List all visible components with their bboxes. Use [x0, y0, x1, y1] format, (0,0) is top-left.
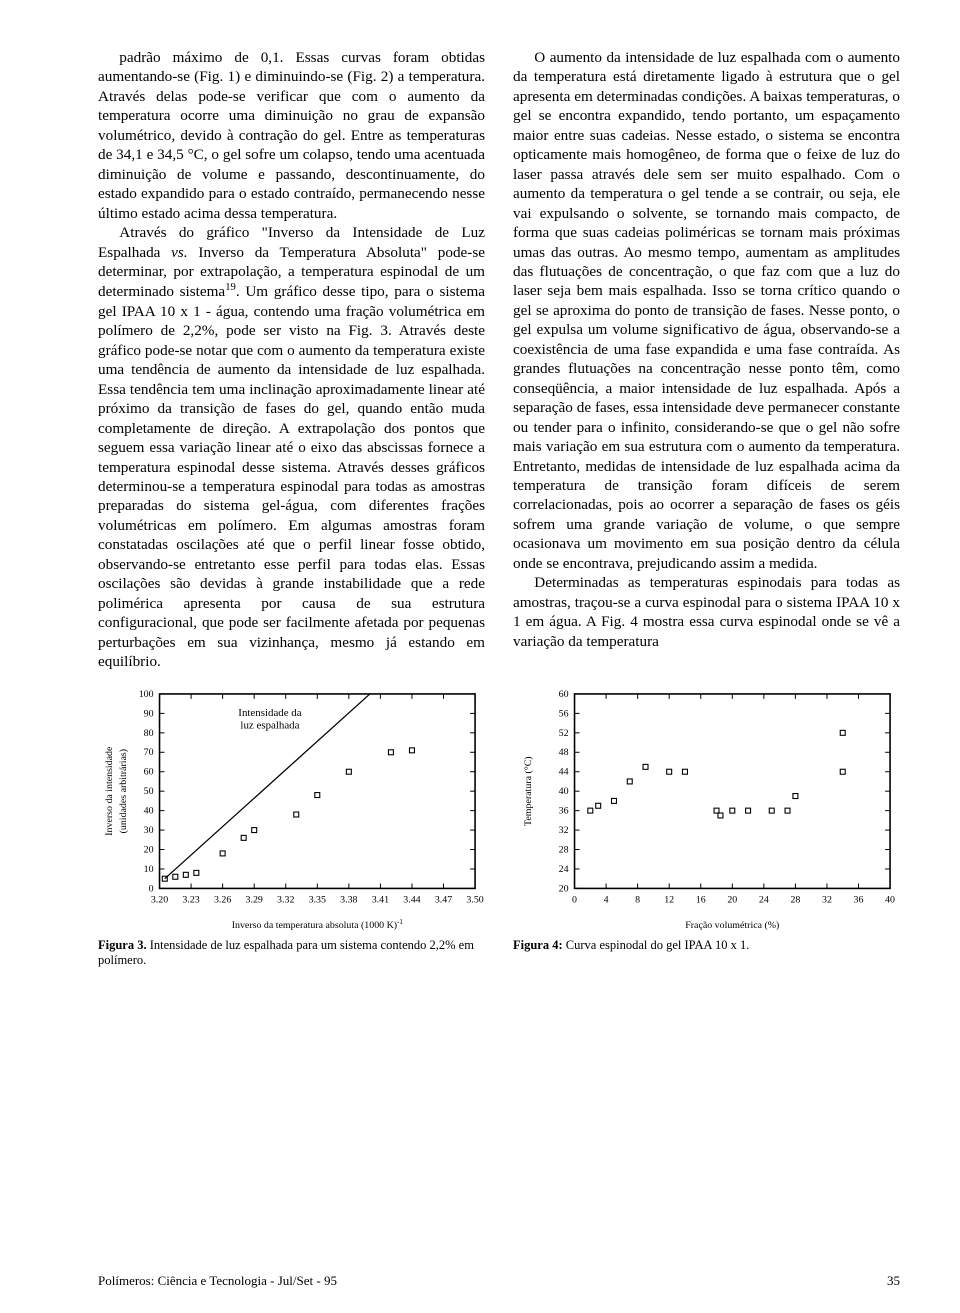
svg-text:8: 8: [635, 894, 640, 905]
right-column: O aumento da intensidade de luz espalhad…: [513, 48, 900, 672]
figure-3: 3.20 3.23 3.26 3.29 3.32 3.35 3.38 3.41 3.44 3.47…: [98, 686, 485, 969]
svg-text:52: 52: [559, 727, 569, 738]
footer: Polímeros: Ciência e Tecnologia - Jul/Se…: [98, 1273, 900, 1289]
page: padrão máximo de 0,1. Essas curvas foram…: [0, 0, 960, 1313]
left-p1: padrão máximo de 0,1. Essas curvas foram…: [98, 48, 485, 223]
svg-text:40: 40: [559, 786, 569, 797]
fig3-cap-bold: Figura 3.: [98, 938, 147, 952]
svg-text:40: 40: [885, 894, 895, 905]
left-p2: Através do gráfico "Inverso da Intensida…: [98, 223, 485, 671]
svg-text:Intensidade da: Intensidade da: [238, 706, 301, 718]
svg-text:3.44: 3.44: [403, 894, 420, 905]
svg-text:3.29: 3.29: [246, 894, 263, 905]
left-p2-sup: 19: [225, 282, 236, 293]
svg-text:20: 20: [144, 844, 154, 855]
svg-text:0: 0: [149, 883, 154, 894]
svg-text:luz espalhada: luz espalhada: [240, 719, 299, 731]
svg-text:3.32: 3.32: [277, 894, 294, 905]
svg-text:32: 32: [822, 894, 832, 905]
left-p2d: . Um gráfico desse tipo, para o sistema …: [98, 284, 485, 671]
svg-text:10: 10: [144, 864, 154, 875]
svg-text:48: 48: [559, 747, 569, 758]
svg-text:24: 24: [559, 864, 569, 875]
svg-text:36: 36: [854, 894, 864, 905]
figure-4-caption: Figura 4: Curva espinodal do gel IPAA 10…: [513, 938, 900, 954]
svg-text:3.23: 3.23: [182, 894, 199, 905]
svg-text:70: 70: [144, 747, 154, 758]
svg-text:28: 28: [559, 844, 569, 855]
svg-text:100: 100: [139, 688, 154, 699]
svg-text:Inverso da temperatura absolut: Inverso da temperatura absoluta (1000 K)…: [232, 918, 404, 931]
svg-text:60: 60: [144, 766, 154, 777]
svg-text:3.41: 3.41: [372, 894, 389, 905]
svg-text:Fração volumétrica (%): Fração volumétrica (%): [685, 920, 779, 931]
svg-text:80: 80: [144, 727, 154, 738]
svg-text:(unidades arbitrárias): (unidades arbitrárias): [118, 749, 129, 833]
svg-text:32: 32: [559, 825, 569, 836]
figure-4: 0481216202428323640202428323640444852566…: [513, 686, 900, 969]
left-column: padrão máximo de 0,1. Essas curvas foram…: [98, 48, 485, 672]
svg-text:12: 12: [664, 894, 674, 905]
svg-text:Inverso da intensidade: Inverso da intensidade: [104, 746, 115, 836]
svg-text:36: 36: [559, 805, 569, 816]
fig3-cap-rest: Intensidade de luz espalhada para um sis…: [98, 938, 474, 968]
svg-text:0: 0: [572, 894, 577, 905]
svg-text:20: 20: [727, 894, 737, 905]
svg-text:56: 56: [559, 708, 569, 719]
svg-text:60: 60: [559, 688, 569, 699]
svg-text:3.38: 3.38: [340, 894, 357, 905]
figures-row: 3.20 3.23 3.26 3.29 3.32 3.35 3.38 3.41 3.44 3.47…: [98, 686, 900, 969]
svg-text:28: 28: [790, 894, 800, 905]
svg-text:3.20: 3.20: [151, 894, 168, 905]
svg-text:40: 40: [144, 805, 154, 816]
svg-text:24: 24: [759, 894, 769, 905]
figure-3-caption: Figura 3. Intensidade de luz espalhada p…: [98, 938, 485, 969]
svg-text:Temperatura (°C): Temperatura (°C): [523, 756, 534, 826]
fig4-cap-rest: Curva espinodal do gel IPAA 10 x 1.: [563, 938, 750, 952]
right-p1: O aumento da intensidade de luz espalhad…: [513, 48, 900, 573]
footer-left: Polímeros: Ciência e Tecnologia - Jul/Se…: [98, 1273, 337, 1289]
svg-text:30: 30: [144, 825, 154, 836]
svg-text:4: 4: [604, 894, 609, 905]
figure-3-chart: 3.20 3.23 3.26 3.29 3.32 3.35 3.38 3.41 3.44 3.47…: [98, 686, 485, 934]
figure-4-chart: 0481216202428323640202428323640444852566…: [513, 686, 900, 934]
svg-text:44: 44: [559, 766, 569, 777]
svg-text:3.47: 3.47: [435, 894, 452, 905]
columns: padrão máximo de 0,1. Essas curvas foram…: [98, 48, 900, 672]
footer-right: 35: [887, 1273, 900, 1289]
svg-text:20: 20: [559, 883, 569, 894]
svg-text:3.26: 3.26: [214, 894, 231, 905]
svg-text:16: 16: [696, 894, 706, 905]
fig4-cap-bold: Figura 4:: [513, 938, 563, 952]
right-p2: Determinadas as temperaturas espinodais …: [513, 573, 900, 651]
svg-text:3.35: 3.35: [309, 894, 326, 905]
left-p2b: vs.: [171, 244, 187, 261]
svg-text:90: 90: [144, 708, 154, 719]
svg-text:50: 50: [144, 786, 154, 797]
svg-text:3.50: 3.50: [466, 894, 483, 905]
